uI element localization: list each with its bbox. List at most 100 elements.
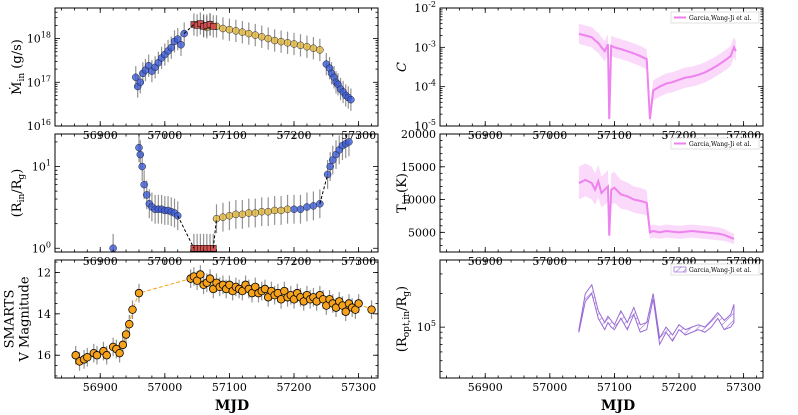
panel-mdot: 56900 57000 57100 57200 57300101610171018Ṁin…: [8, 7, 379, 142]
y-axis-label-text: Ṁin (g/s): [8, 39, 27, 95]
legend-box: [670, 137, 760, 150]
y-axis-label: (Rin/Rg): [10, 169, 27, 218]
data-point: [136, 78, 145, 87]
panel-compton: 56900 57000 57100 57200 5730010-510-410-310-…: [395, 0, 764, 142]
data-point: [225, 211, 234, 220]
x-tick-label: 57100: [597, 381, 632, 394]
data-point: [296, 205, 305, 214]
data-point: [134, 288, 144, 298]
y-tick-label: 10000: [401, 194, 436, 207]
y-tick-label: 16: [37, 349, 51, 362]
axes-frame: [54, 133, 379, 253]
data-point: [225, 25, 234, 34]
data-point: [173, 35, 182, 43]
hatched-band: [578, 283, 735, 347]
data-point: [270, 36, 279, 45]
data-point: [245, 29, 253, 38]
y-axis-label-text: Tirr(K): [395, 173, 412, 213]
data-point: [345, 138, 353, 146]
series-line: [578, 177, 735, 240]
data-point: [232, 27, 240, 35]
data-point: [219, 213, 227, 221]
y-tick-label: 10-5: [414, 118, 436, 133]
data-point: [341, 307, 350, 316]
legend-label: Garcia,Wang-Ji et al.: [689, 15, 752, 22]
data-point: [102, 351, 111, 360]
y-tick-label: 20000: [401, 128, 436, 141]
data-point: [219, 24, 227, 33]
data-point: [329, 156, 337, 164]
data-point: [264, 207, 272, 216]
y-axis-label-text: (Rin/Rg): [10, 169, 27, 218]
data-point: [283, 39, 292, 47]
data-point: [71, 351, 80, 360]
y-axis-label: C: [395, 62, 410, 72]
data-point: [354, 299, 363, 308]
data-point: [128, 305, 137, 314]
data-point: [296, 41, 305, 50]
data-point: [136, 150, 145, 159]
y-tick-label: 12: [37, 266, 51, 279]
x-tick-label: 57300: [341, 381, 376, 394]
panel-tirr: 56900 57000 57100 57200 57300500010000150002…: [395, 128, 764, 268]
plot-area: [578, 23, 737, 125]
data-point: [251, 209, 260, 217]
data-point: [257, 32, 266, 41]
y-tick-label: 1018: [27, 31, 51, 46]
y-tick-label: 14: [37, 308, 51, 321]
data-point: [140, 180, 148, 189]
plot-area: [578, 283, 735, 347]
legend-label: Garcia,Wang-Ji et al.: [689, 267, 752, 274]
confidence-band: [578, 23, 736, 125]
data-point: [205, 274, 215, 283]
y-axis-label: Tirr(K): [395, 173, 412, 213]
data-point: [326, 162, 334, 171]
y-tick-label: 1016: [27, 118, 51, 133]
y-axis-label-line: SMARTS: [3, 290, 18, 349]
series-line: [578, 32, 737, 120]
plot-area: [109, 134, 353, 252]
data-point: [210, 23, 217, 30]
x-tick-label: 57100: [212, 381, 247, 394]
confidence-band: [578, 163, 734, 245]
plot-area: [132, 12, 355, 111]
data-point: [347, 95, 355, 104]
legend-swatch: [673, 266, 687, 273]
y-axis-label: SMARTS V Magnitude: [3, 276, 33, 362]
transition-line: [319, 174, 329, 204]
data-point: [283, 205, 292, 214]
data-point: [257, 207, 266, 216]
panel-vmag: 56900 57000 57100 57200 57300 12 14 16 SMARTS V M…: [3, 259, 379, 394]
data-point: [303, 203, 311, 211]
y-tick-label: 101: [32, 159, 51, 174]
data-point: [277, 37, 285, 46]
data-point: [132, 73, 140, 82]
y-tick-label: 10-2: [414, 0, 436, 15]
data-point: [316, 46, 324, 54]
data-point: [270, 206, 279, 215]
legend-box: [670, 11, 760, 24]
x-axis-label-left: MJD: [215, 398, 249, 414]
y-axis-label-text: (Ropt,in/Rg): [395, 286, 412, 352]
data-point: [238, 28, 247, 36]
legend-box: [670, 263, 760, 276]
data-point: [264, 34, 272, 43]
data-point: [142, 191, 151, 199]
x-tick-label: 57000: [532, 381, 567, 394]
y-tick-label: 15000: [401, 161, 436, 174]
data-point: [309, 202, 318, 210]
x-tick-label: 57000: [147, 381, 182, 394]
data-point: [135, 143, 143, 152]
y-axis-label: (Ropt,in/Rg): [395, 286, 412, 352]
data-point: [177, 41, 185, 49]
data-point: [290, 205, 298, 214]
data-point: [251, 31, 260, 39]
x-tick-label: 56900: [468, 381, 503, 394]
data-point: [92, 351, 102, 360]
y-axis-label: Ṁin (g/s): [8, 39, 27, 95]
plot-area: [71, 265, 376, 371]
data-point: [167, 43, 176, 52]
data-point: [138, 162, 146, 171]
data-point: [309, 44, 318, 53]
